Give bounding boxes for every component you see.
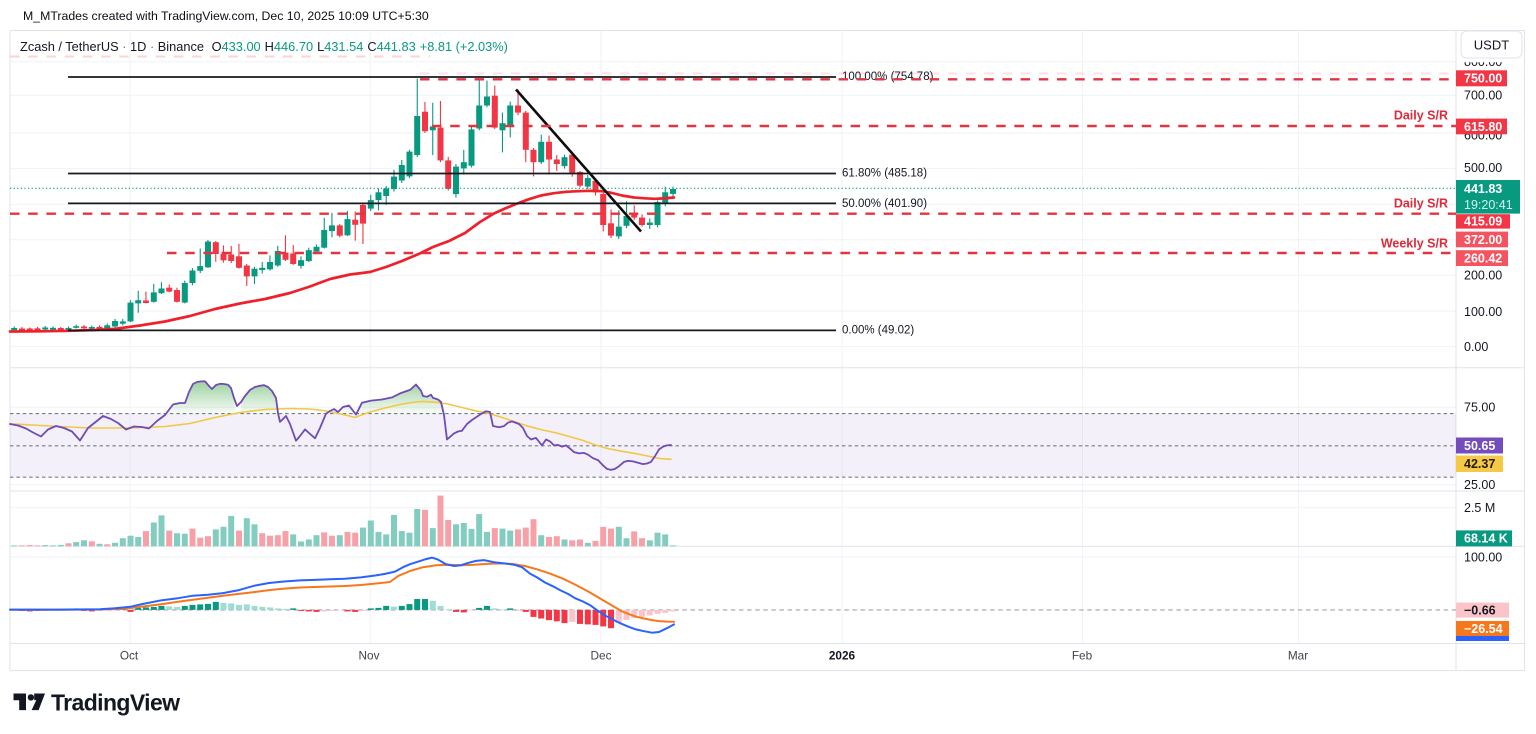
- svg-text:Mar: Mar: [1288, 648, 1308, 662]
- svg-text:100.00: 100.00: [1464, 550, 1502, 564]
- svg-text:42.37: 42.37: [1464, 457, 1495, 471]
- svg-text:19:20:41: 19:20:41: [1464, 198, 1513, 212]
- svg-text:−26.54: −26.54: [1464, 622, 1503, 636]
- svg-text:260.42: 260.42: [1464, 251, 1502, 265]
- svg-text:0.00: 0.00: [1464, 340, 1488, 354]
- svg-text:200.00: 200.00: [1464, 269, 1502, 283]
- svg-text:Weekly S/R: Weekly S/R: [1381, 237, 1448, 251]
- svg-text:441.83: 441.83: [1464, 182, 1502, 196]
- svg-text:700.00: 700.00: [1464, 89, 1502, 103]
- svg-text:50.00% (401.90): 50.00% (401.90): [842, 198, 927, 210]
- svg-text:Feb: Feb: [1072, 648, 1093, 662]
- svg-text:50.65: 50.65: [1464, 439, 1495, 453]
- svg-text:500.00: 500.00: [1464, 161, 1502, 175]
- svg-text:2.5 M: 2.5 M: [1464, 501, 1495, 515]
- svg-text:Daily S/R: Daily S/R: [1394, 109, 1448, 123]
- svg-text:USDT: USDT: [1474, 38, 1509, 53]
- svg-text:Dec: Dec: [591, 648, 612, 662]
- svg-text:61.80% (485.18): 61.80% (485.18): [842, 168, 927, 180]
- svg-text:2026: 2026: [829, 648, 856, 662]
- svg-text:68.14 K: 68.14 K: [1464, 532, 1508, 546]
- svg-text:372.00: 372.00: [1464, 233, 1502, 247]
- svg-text:TradingView: TradingView: [51, 689, 180, 715]
- svg-text:M_MTrades created with Trading: M_MTrades created with TradingView.com, …: [23, 9, 429, 23]
- svg-text:Daily S/R: Daily S/R: [1394, 197, 1448, 211]
- svg-text:100.00: 100.00: [1464, 305, 1502, 319]
- svg-text:75.00: 75.00: [1464, 401, 1495, 415]
- svg-text:Zcash / TetherUS · 1D · Binanc: Zcash / TetherUS · 1D · Binance O433.00 H…: [20, 39, 508, 54]
- svg-text:25.00: 25.00: [1464, 478, 1495, 492]
- svg-text:415.09: 415.09: [1464, 215, 1502, 229]
- svg-text:−0.66: −0.66: [1464, 603, 1496, 617]
- svg-text:615.80: 615.80: [1464, 120, 1502, 134]
- svg-text:Nov: Nov: [359, 648, 380, 662]
- svg-text:0.00% (49.02): 0.00% (49.02): [842, 324, 914, 336]
- svg-text:Oct: Oct: [120, 648, 139, 662]
- svg-text:750.00: 750.00: [1464, 72, 1502, 86]
- svg-text:800.00: 800.00: [1464, 55, 1502, 69]
